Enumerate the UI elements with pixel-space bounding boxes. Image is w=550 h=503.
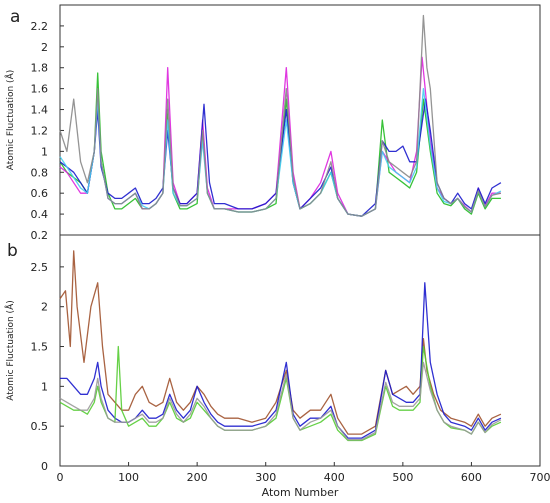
y-tick-label: 2	[41, 41, 48, 54]
y-tick-label: 1.6	[31, 83, 49, 96]
y-axis-label: Atomic Fluctuation (Å)	[4, 300, 16, 400]
panel-label: a	[10, 7, 20, 27]
series-line-2	[60, 57, 501, 216]
x-tick-label: 200	[187, 471, 208, 484]
x-tick-label: 600	[461, 471, 482, 484]
x-tick-label: 0	[57, 471, 64, 484]
x-axis-label: Atom Number	[262, 486, 339, 499]
y-tick-label: 0.6	[31, 187, 49, 200]
y-tick-label: 2	[41, 301, 48, 314]
series-line-2	[60, 283, 501, 438]
y-tick-label: 0.5	[31, 420, 49, 433]
y-tick-label: 1.4	[31, 104, 49, 117]
y-tick-label: 0.2	[31, 229, 49, 242]
y-tick-label: 1	[41, 380, 48, 393]
series-line-5	[60, 16, 501, 217]
y-tick-label: 1	[41, 145, 48, 158]
x-tick-label: 300	[255, 471, 276, 484]
y-tick-label: 0.8	[31, 166, 49, 179]
panel-label: b	[7, 241, 18, 261]
panel-a: a Atomic Fluctuation (Å) 0.2 0.4 0.6 0.8 1 1.2 1…	[4, 5, 540, 242]
y-tick-label: 1.5	[31, 341, 49, 354]
y-tick-label: 2.2	[31, 20, 49, 33]
y-tick-label: 1.2	[31, 124, 49, 137]
x-tick-label: 100	[118, 471, 139, 484]
series-line-1	[60, 251, 501, 434]
x-tick-label: 400	[324, 471, 345, 484]
y-axis-label: Atomic Fluctuation (Å)	[4, 70, 16, 170]
y-tick-label: 2.5	[31, 261, 49, 274]
y-tick-label: 1.8	[31, 62, 49, 75]
y-tick-label: 0.4	[31, 208, 49, 221]
y-tick-label: 0	[41, 460, 48, 473]
series-line-3	[60, 347, 501, 441]
x-tick-label: 700	[530, 471, 550, 484]
panel-b: b Atomic Fluctuation (Å) 0 0.5 1 1.5 2 2.5 0 100 2…	[4, 235, 550, 499]
plot-frame	[60, 235, 540, 466]
x-tick-label: 500	[392, 471, 413, 484]
